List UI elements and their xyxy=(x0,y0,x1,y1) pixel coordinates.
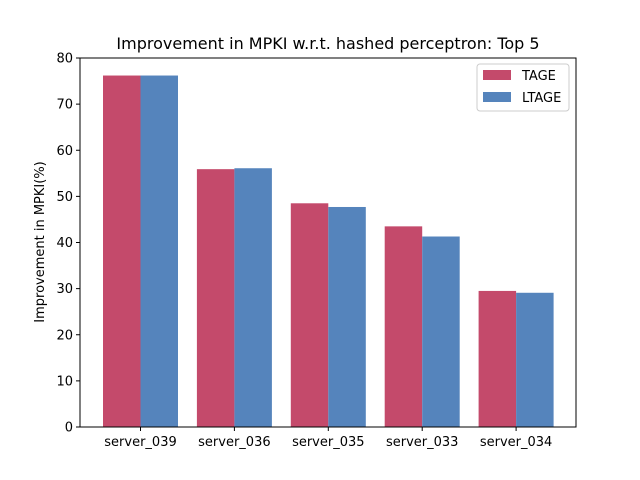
x-tick-label: server_035 xyxy=(292,435,364,450)
legend-label-ltage: LTAGE xyxy=(522,91,561,106)
legend-label-tage: TAGE xyxy=(521,69,556,84)
y-tick-label: 0 xyxy=(65,421,73,436)
bar-tage-server_039 xyxy=(103,75,141,427)
y-tick-label: 20 xyxy=(56,328,73,343)
x-tick-label: server_034 xyxy=(480,435,552,450)
bar-tage-server_033 xyxy=(384,226,423,427)
bar-ltage-server_033 xyxy=(422,236,460,427)
legend-swatch-ltage xyxy=(483,92,511,102)
chart-title: Improvement in MPKI w.r.t. hashed percep… xyxy=(116,34,539,53)
plot-frame xyxy=(79,57,577,428)
legend: TAGE LTAGE xyxy=(476,63,570,112)
bar-ltage-server_039 xyxy=(140,75,178,427)
y-tick-label: 80 xyxy=(56,52,73,67)
y-tick-label: 30 xyxy=(56,282,73,297)
legend-swatch-tage xyxy=(483,70,511,80)
y-axis-ticks: 0 10 20 30 40 50 60 70 80 xyxy=(56,52,80,436)
x-tick-label: server_036 xyxy=(198,435,270,450)
bar-tage-server_036 xyxy=(196,169,235,427)
bar-ltage-server_035 xyxy=(328,206,366,427)
y-tick-label: 10 xyxy=(56,374,73,389)
bar-ltage-server_036 xyxy=(234,168,272,427)
y-tick-label: 50 xyxy=(56,190,73,205)
y-tick-label: 60 xyxy=(56,144,73,159)
x-tick-label: server_039 xyxy=(104,435,176,450)
bars-group xyxy=(103,75,554,427)
x-axis-ticks: server_039 server_036 server_035 server_033… xyxy=(104,427,552,450)
y-tick-label: 40 xyxy=(56,236,73,251)
x-tick-label: server_033 xyxy=(386,435,458,450)
y-axis-label: Improvement in MPKI(%) xyxy=(33,161,48,322)
bar-tage-server_035 xyxy=(290,203,329,427)
y-tick-label: 70 xyxy=(56,98,73,113)
bar-ltage-server_034 xyxy=(516,292,554,427)
bar-tage-server_034 xyxy=(478,290,517,427)
